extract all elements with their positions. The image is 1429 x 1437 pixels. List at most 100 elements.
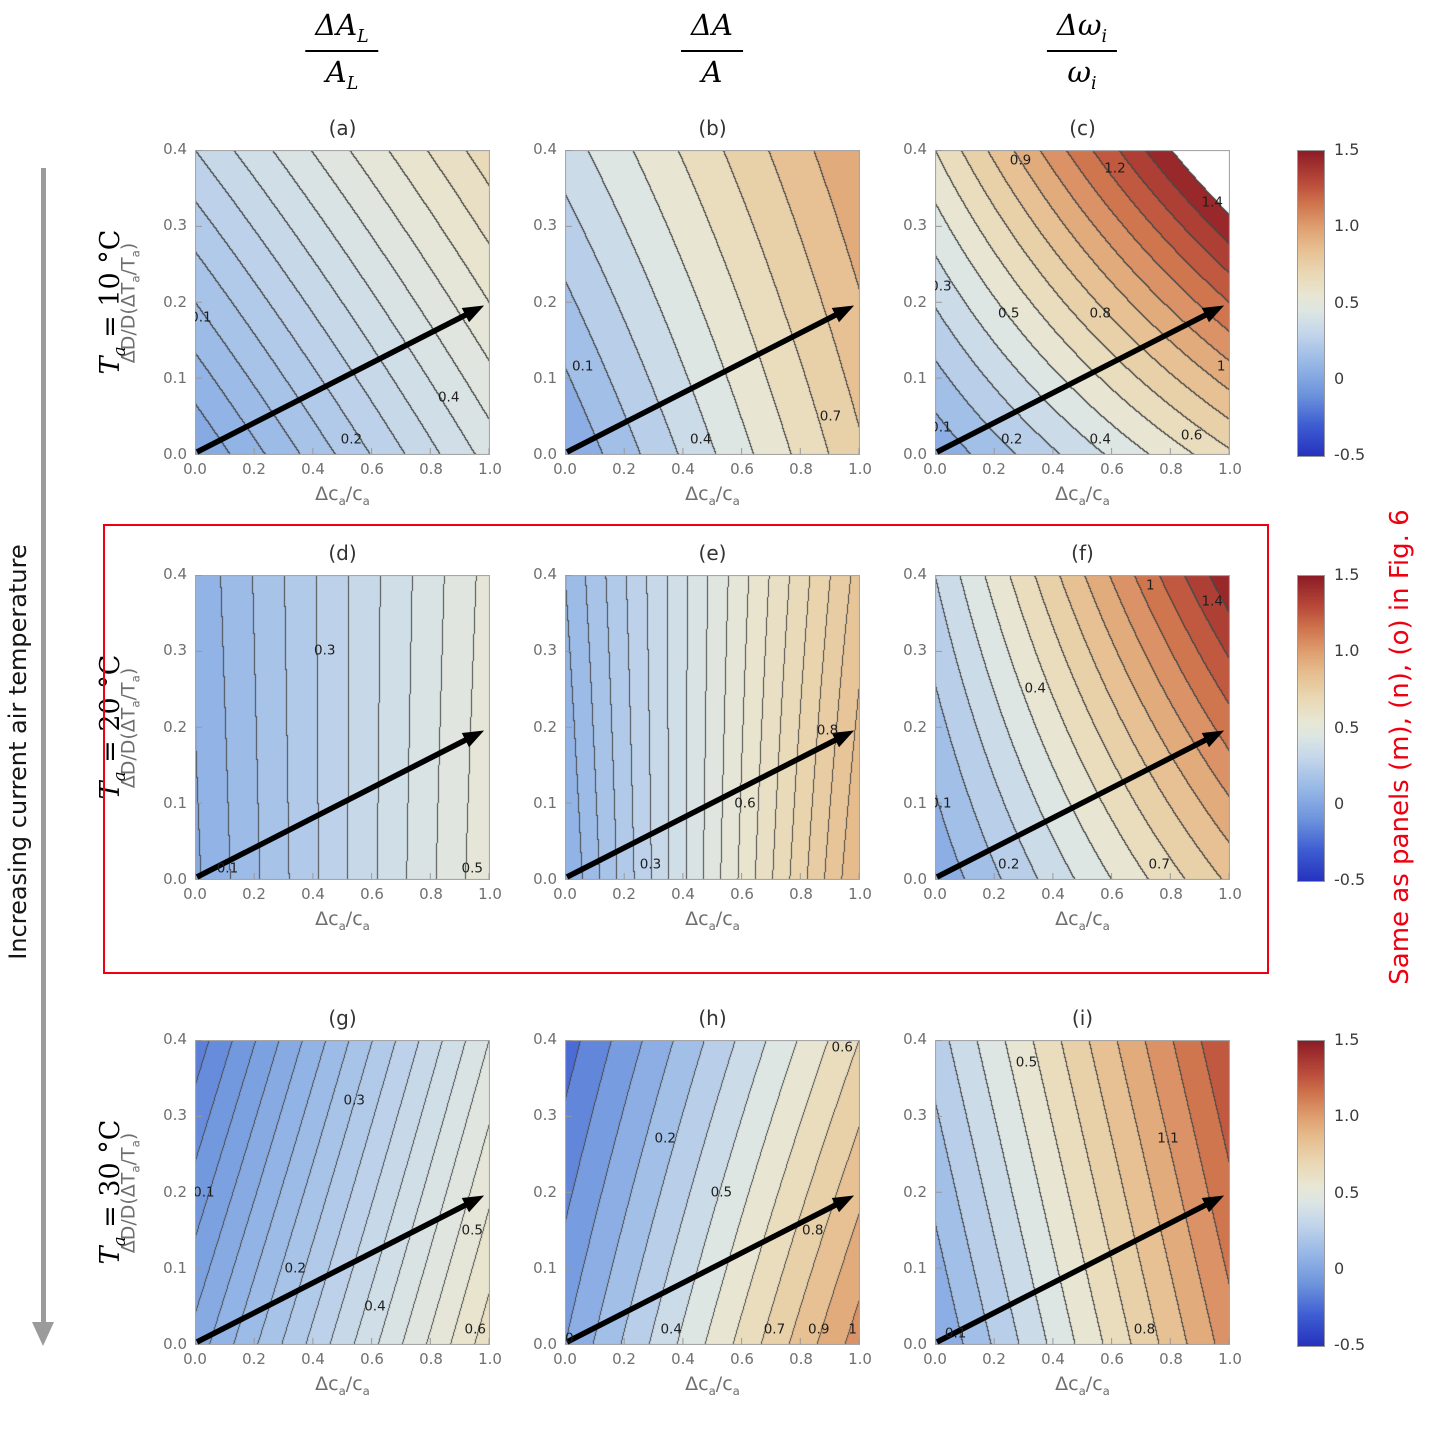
contour-label: 1 — [848, 1321, 857, 1337]
column-header-dAL-AL: ΔAL AL — [305, 8, 379, 94]
x-tick-label: 1.0 — [848, 460, 872, 478]
contour-plot-canvas — [565, 1040, 860, 1345]
axis-label-text: /T — [117, 1146, 140, 1165]
axis-label-text: Δc — [685, 908, 709, 930]
axis-label-text: /T — [117, 681, 140, 700]
numerator-main: ΔA — [315, 8, 358, 42]
contour-label: 0.4 — [1089, 431, 1111, 447]
colorbar-tick-label: 1.0 — [1334, 1106, 1360, 1126]
axis-label-text: ) — [117, 1132, 140, 1140]
y-tick-label: 0.0 — [163, 1335, 187, 1353]
contour-label: 0.3 — [935, 278, 952, 295]
panel-letter-h: (h) — [698, 1006, 727, 1030]
plot-overlay — [565, 1040, 860, 1345]
x-tick-label: 0.6 — [1100, 460, 1124, 478]
y-tick-label: 0.3 — [163, 216, 187, 235]
y-tick-label: 0.0 — [533, 1335, 557, 1353]
x-tick-label: 0.2 — [612, 1350, 636, 1368]
contour-label: 0.8 — [802, 1221, 824, 1238]
axis-label-text: /c — [1085, 483, 1103, 505]
y-tick-label: 0.3 — [533, 1106, 557, 1125]
y-tick-label: 0.1 — [533, 793, 557, 812]
y-tick-label: 0.3 — [163, 1106, 187, 1125]
y-tick-label: 0.1 — [163, 368, 187, 387]
axis-label-text: Δc — [315, 908, 339, 930]
plot-overlay — [565, 150, 860, 455]
x-tick-label: 0.4 — [671, 885, 695, 903]
axis-label-text: /c — [1085, 908, 1103, 930]
y-tick-label: 0.2 — [533, 1182, 557, 1201]
axis-label-text: ΔD/D(ΔT — [117, 282, 140, 363]
x-tick-label: 0.6 — [1100, 885, 1124, 903]
contour-label: 0.4 — [689, 431, 712, 447]
y-tick-label: 0.3 — [533, 216, 557, 235]
x-tick-label: 0.2 — [982, 1350, 1006, 1368]
contour-label: 0.1 — [944, 1324, 967, 1341]
contour-label: 0.8 — [816, 722, 839, 739]
trajectory-arrow-icon — [461, 730, 485, 748]
plot-overlay — [565, 575, 860, 880]
contour-label: 0.4 — [364, 1298, 386, 1315]
axis-label-subscript: a — [128, 674, 143, 682]
x-axis-label: Δca/ca — [315, 910, 370, 933]
axis-label-subscript: a — [732, 918, 740, 933]
panel-letter-i: (i) — [1071, 1006, 1094, 1030]
x-tick-label: 0.2 — [982, 460, 1006, 478]
contour-label: 1 — [1216, 358, 1226, 375]
y-axis-label: ΔD/D(ΔTa/Ta) — [117, 667, 143, 788]
contour-label: 0.8 — [1089, 305, 1111, 322]
x-tick-label: 1.0 — [478, 1350, 502, 1368]
contour-plot-canvas — [935, 575, 1230, 880]
x-tick-label: 0.0 — [553, 885, 577, 903]
numerator-main: ΔA — [691, 8, 733, 42]
axis-label-text: /c — [715, 483, 733, 505]
y-tick-label: 0.0 — [903, 1335, 927, 1353]
fraction-numerator: ΔAL — [305, 8, 379, 52]
x-tick-label: 0.0 — [183, 885, 207, 903]
panel-letter-a: (a) — [328, 116, 357, 140]
x-tick-label: 0.8 — [1159, 885, 1183, 903]
axis-label-subscript: a — [732, 493, 740, 508]
trajectory-arrow-icon — [461, 305, 485, 323]
plot-overlay — [195, 150, 490, 455]
x-axis-label: Δca/ca — [685, 485, 740, 508]
x-axis-label: Δca/ca — [315, 485, 370, 508]
y-tick-label: 0.1 — [903, 368, 927, 387]
colorbar-tick-label: 0 — [1334, 1258, 1345, 1278]
x-axis-label: Δca/ca — [685, 910, 740, 933]
colorbar-gradient — [1297, 150, 1325, 457]
panel-letter-g: (g) — [328, 1006, 357, 1030]
contour-label: 0.2 — [654, 1130, 677, 1147]
axis-label-subscript: a — [1078, 1383, 1086, 1398]
y-tick-label: 0.4 — [533, 1030, 557, 1048]
contour-panel-b: 0.1 0.4 0.7 — [565, 150, 860, 455]
trajectory-arrow-icon — [1201, 730, 1225, 748]
y-tick-label: 0.4 — [163, 1030, 187, 1048]
x-tick-label: 0.2 — [982, 885, 1006, 903]
y-tick-label: 0.2 — [533, 292, 557, 311]
x-tick-label: 1.0 — [478, 885, 502, 903]
contour-panel-c: 0.1 0.2 0.4 0.6 0.3 0.5 0.8 1 0.9 1.2 1.4 — [935, 150, 1230, 455]
x-tick-label: 0.0 — [183, 1350, 207, 1368]
x-tick-label: 0.0 — [553, 460, 577, 478]
contour-label: 0.9 — [807, 1321, 830, 1337]
axis-label-subscript: a — [128, 699, 143, 708]
fraction-denominator: ωi — [1047, 52, 1117, 94]
colorbar-tick-label: -0.5 — [1334, 1335, 1366, 1354]
axis-label-text: /c — [345, 908, 363, 930]
x-tick-label: 0.4 — [301, 1350, 325, 1368]
axis-label-text: Δc — [1055, 1373, 1079, 1395]
contour-label: 0.3 — [639, 856, 662, 872]
panel-letter-b: (b) — [698, 116, 727, 140]
trajectory-arrow-icon — [831, 730, 855, 748]
axis-label-text: Δc — [685, 483, 709, 505]
axis-label-subscript: a — [338, 493, 346, 508]
axis-label-subscript: a — [1102, 493, 1110, 508]
y-tick-label: 0.4 — [533, 565, 557, 583]
colorbar-tick-label: 1.0 — [1334, 216, 1360, 236]
y-tick-label: 0.4 — [903, 140, 927, 158]
y-tick-label: 0.4 — [903, 565, 927, 583]
contour-label: 0.9 — [1009, 152, 1032, 169]
y-tick-label: 0.0 — [163, 870, 187, 888]
fraction-denominator: A — [681, 52, 743, 94]
